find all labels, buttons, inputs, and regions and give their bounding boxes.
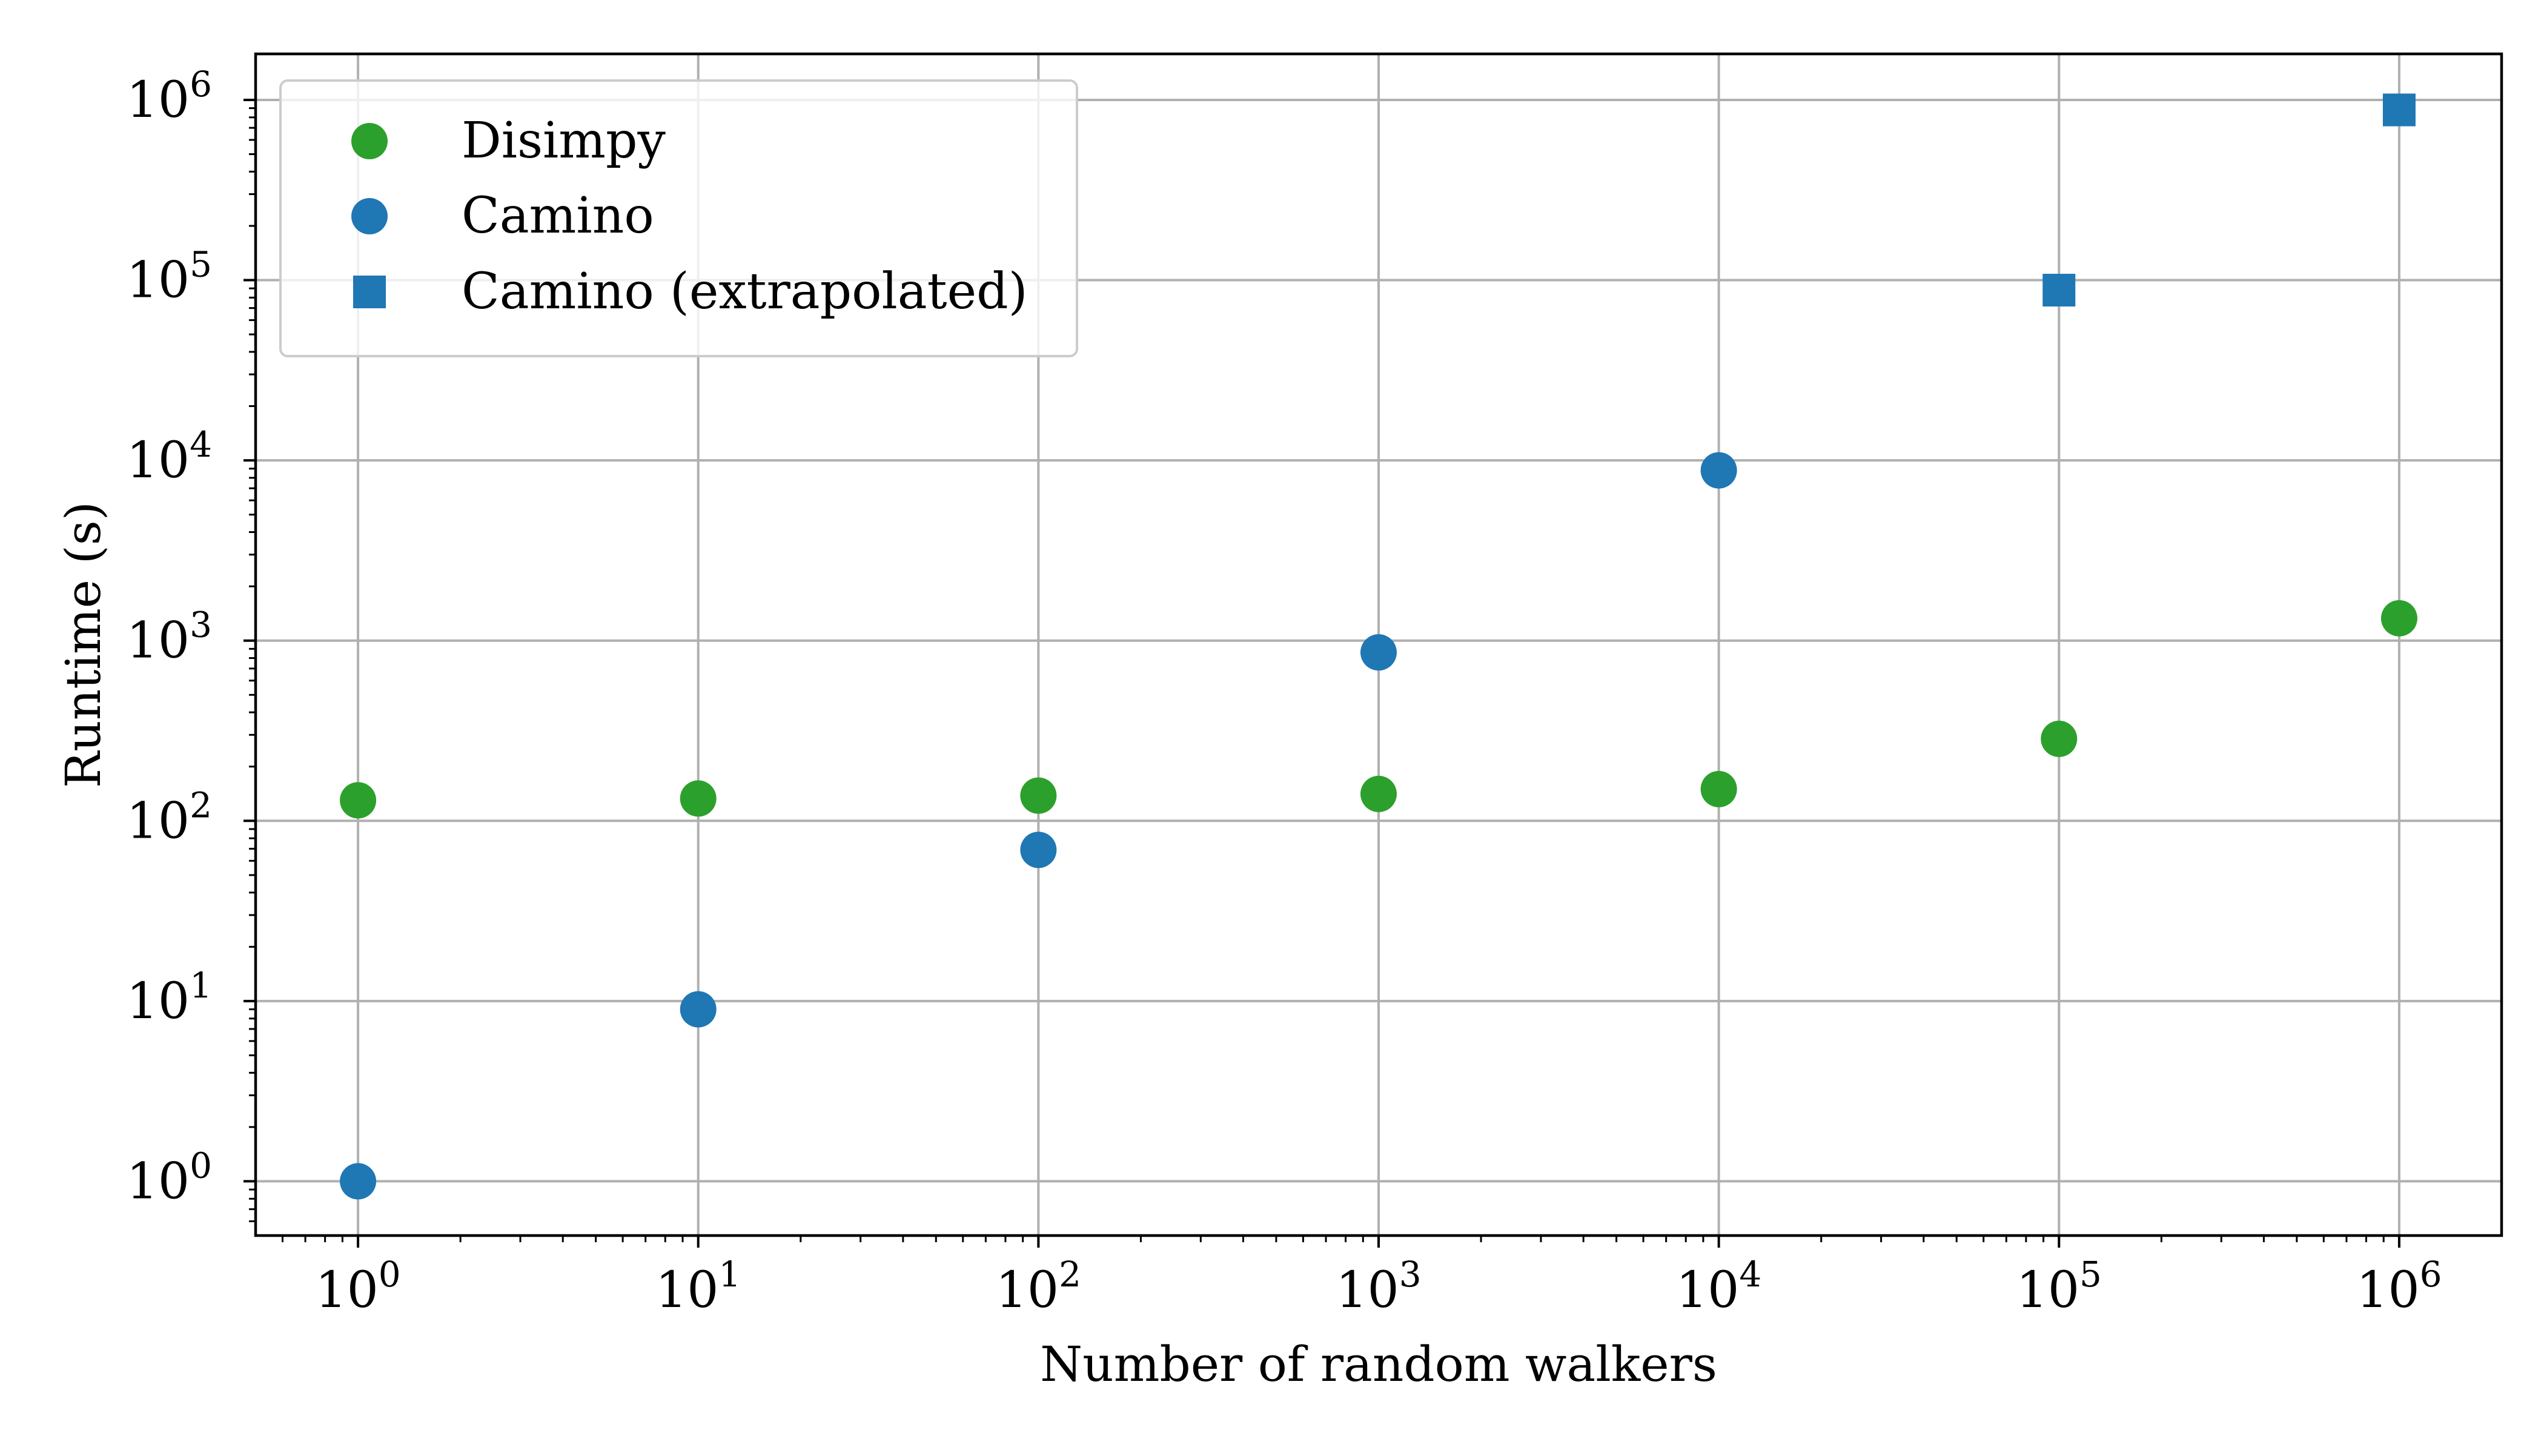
- y-tick-label-exponent: 2: [190, 784, 212, 826]
- x-tick-label-base: 10: [315, 1262, 378, 1319]
- legend-label: Camino (extrapolated): [462, 263, 1028, 320]
- y-tick-label-base: 10: [127, 973, 190, 1030]
- y-tick-label-base: 10: [127, 1153, 190, 1210]
- data-point-camino: [680, 991, 717, 1028]
- data-point-camino-extrapolated: [2042, 274, 2076, 307]
- x-tick-label-exponent: 4: [1739, 1254, 1761, 1295]
- data-point-disimpy: [680, 780, 717, 817]
- data-point-camino: [1700, 452, 1737, 489]
- y-tick-label-exponent: 5: [190, 244, 212, 285]
- y-tick-label: 103: [127, 604, 212, 670]
- data-point-disimpy: [2380, 600, 2417, 637]
- y-tick-label-base: 10: [127, 71, 190, 129]
- y-tick-label-base: 10: [127, 252, 190, 309]
- y-tick-label: 104: [127, 424, 212, 489]
- x-tick-label-base: 10: [2016, 1262, 2079, 1319]
- y-tick-label: 101: [127, 965, 212, 1030]
- data-point-disimpy: [1700, 770, 1737, 807]
- data-point-disimpy: [1360, 775, 1397, 812]
- x-axis-label: Number of random walkers: [1040, 1336, 1717, 1392]
- data-point-camino: [1360, 634, 1397, 671]
- y-tick-label-base: 10: [127, 432, 190, 489]
- x-tick-label-base: 10: [2356, 1262, 2419, 1319]
- data-point-camino: [340, 1163, 377, 1200]
- y-tick-label: 106: [127, 64, 212, 129]
- x-tick-label: 105: [2016, 1254, 2102, 1319]
- y-tick-label: 105: [127, 244, 212, 309]
- x-tick-label-exponent: 0: [379, 1254, 401, 1295]
- x-tick-label: 103: [1336, 1254, 1421, 1319]
- tick-layer: 100 101 102 103 104 105 1061001011021031041051…: [127, 64, 2442, 1319]
- y-tick-label-exponent: 4: [190, 424, 212, 465]
- grid-layer: [256, 54, 2502, 1236]
- y-tick-label-exponent: 0: [190, 1145, 212, 1186]
- x-tick-label: 101: [655, 1254, 741, 1319]
- legend: Disimpy Camino Camino (extrapolated): [279, 79, 1078, 357]
- x-tick-label-exponent: 1: [718, 1254, 741, 1295]
- legend-marker-square: [353, 276, 386, 308]
- y-tick-label-base: 10: [127, 792, 190, 850]
- legend-box: [279, 79, 1078, 357]
- y-tick-label-exponent: 6: [190, 64, 212, 105]
- y-tick-label: 102: [127, 784, 212, 850]
- data-point-camino: [1020, 832, 1057, 869]
- data-point-camino-extrapolated: [2382, 93, 2416, 127]
- x-tick-label: 104: [1676, 1254, 1761, 1319]
- y-tick-label-base: 10: [127, 612, 190, 670]
- legend-marker-circle: [351, 123, 388, 159]
- data-point-disimpy: [1020, 777, 1057, 814]
- legend-marker-circle: [351, 198, 388, 234]
- x-tick-label-exponent: 3: [1399, 1254, 1422, 1295]
- legend-label: Disimpy: [462, 112, 666, 170]
- x-tick-label: 106: [2356, 1254, 2442, 1319]
- x-tick-label-base: 10: [1336, 1262, 1399, 1319]
- x-tick-label: 100: [315, 1254, 400, 1319]
- y-tick-label-exponent: 3: [190, 604, 212, 646]
- x-tick-label-base: 10: [1676, 1262, 1739, 1319]
- x-tick-label-exponent: 2: [1059, 1254, 1081, 1295]
- x-tick-label-base: 10: [996, 1262, 1059, 1319]
- x-tick-label-exponent: 5: [2079, 1254, 2102, 1295]
- data-layer: [340, 93, 2417, 1200]
- data-point-disimpy: [2041, 720, 2078, 757]
- legend-label: Camino: [462, 187, 654, 245]
- y-tick-label: 100: [127, 1145, 212, 1210]
- data-point-disimpy: [340, 782, 377, 819]
- legend-items: Disimpy Camino Camino (extrapolated): [351, 112, 1028, 320]
- x-tick-label-base: 10: [655, 1262, 718, 1319]
- x-tick-label: 102: [996, 1254, 1081, 1319]
- y-tick-label-exponent: 1: [190, 965, 212, 1006]
- y-axis-label: Runtime (s): [55, 501, 111, 788]
- x-tick-label-exponent: 6: [2420, 1254, 2442, 1295]
